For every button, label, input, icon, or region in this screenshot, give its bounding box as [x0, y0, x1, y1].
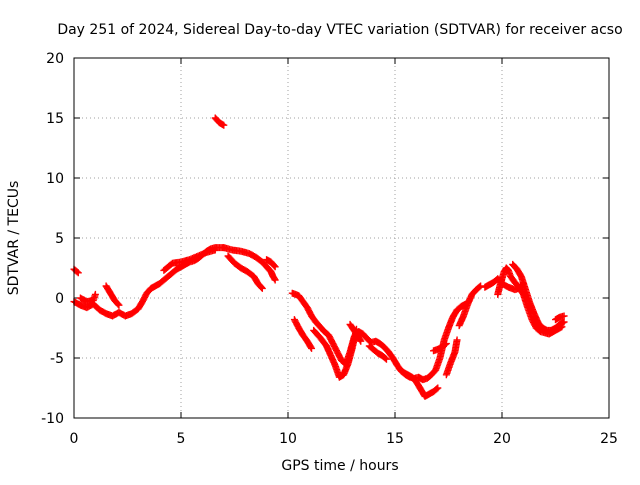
data-segment: [211, 114, 228, 129]
data-point: [91, 290, 99, 298]
x-tick-label: 0: [70, 431, 79, 447]
y-tick-label: 5: [55, 231, 64, 247]
data-point: [442, 340, 450, 348]
data-points: [70, 114, 568, 400]
data-segment: [455, 282, 485, 330]
y-tick-label: 15: [46, 111, 64, 127]
data-point: [74, 269, 82, 277]
data-segment: [430, 340, 450, 355]
data-point: [560, 318, 568, 326]
data-segment: [442, 336, 461, 379]
x-tick-label: 10: [279, 431, 297, 447]
x-tick-label: 20: [493, 431, 511, 447]
data-segment: [552, 312, 568, 324]
data-segment: [346, 320, 365, 345]
grid-lines: [74, 58, 609, 418]
data-point: [357, 337, 365, 345]
y-tick-label: -5: [50, 351, 64, 367]
data-point: [382, 355, 390, 363]
y-tick-label: 0: [55, 291, 64, 307]
data-segment: [76, 290, 99, 306]
y-tick-label: 20: [46, 51, 64, 67]
data-segment: [365, 342, 390, 363]
data-point: [560, 312, 568, 320]
data-point: [73, 268, 81, 276]
chart-title: Day 251 of 2024, Sidereal Day-to-day VTE…: [57, 22, 622, 38]
data-segment: [395, 365, 442, 400]
x-tick-label: 15: [386, 431, 404, 447]
data-point: [211, 246, 219, 254]
x-axis-label: GPS time / hours: [281, 458, 398, 474]
data-point: [220, 121, 228, 129]
data-segment: [220, 244, 279, 284]
data-point: [434, 384, 442, 392]
y-tick-label: -10: [41, 411, 64, 427]
data-point: [356, 336, 364, 344]
data-point: [453, 336, 461, 344]
x-tick-label: 5: [177, 431, 186, 447]
data-point: [115, 301, 123, 309]
data-point: [114, 300, 122, 308]
data-segment: [290, 316, 316, 352]
x-tick-label: 25: [600, 431, 618, 447]
data-segment: [160, 246, 219, 274]
data-segment: [263, 256, 279, 271]
data-point: [258, 284, 266, 292]
data-point: [270, 262, 278, 270]
data-point: [441, 340, 449, 348]
data-point: [308, 344, 316, 352]
data-point: [271, 263, 279, 271]
data-point: [271, 276, 279, 284]
y-tick-label: 10: [46, 171, 64, 187]
data-segment: [509, 260, 568, 334]
y-axis-label: SDTVAR / TECUs: [6, 181, 22, 296]
axis-ticks: 0 5 10 15 20 25 -10 -5 0 5 10 15 20: [41, 51, 618, 447]
data-point: [257, 283, 265, 291]
data-segment: [224, 252, 266, 292]
data-point: [270, 275, 278, 283]
data-segment: [102, 282, 123, 309]
data-point: [307, 343, 315, 351]
data-point: [433, 385, 441, 393]
data-point: [381, 354, 389, 362]
plot-frame: [73, 57, 610, 419]
